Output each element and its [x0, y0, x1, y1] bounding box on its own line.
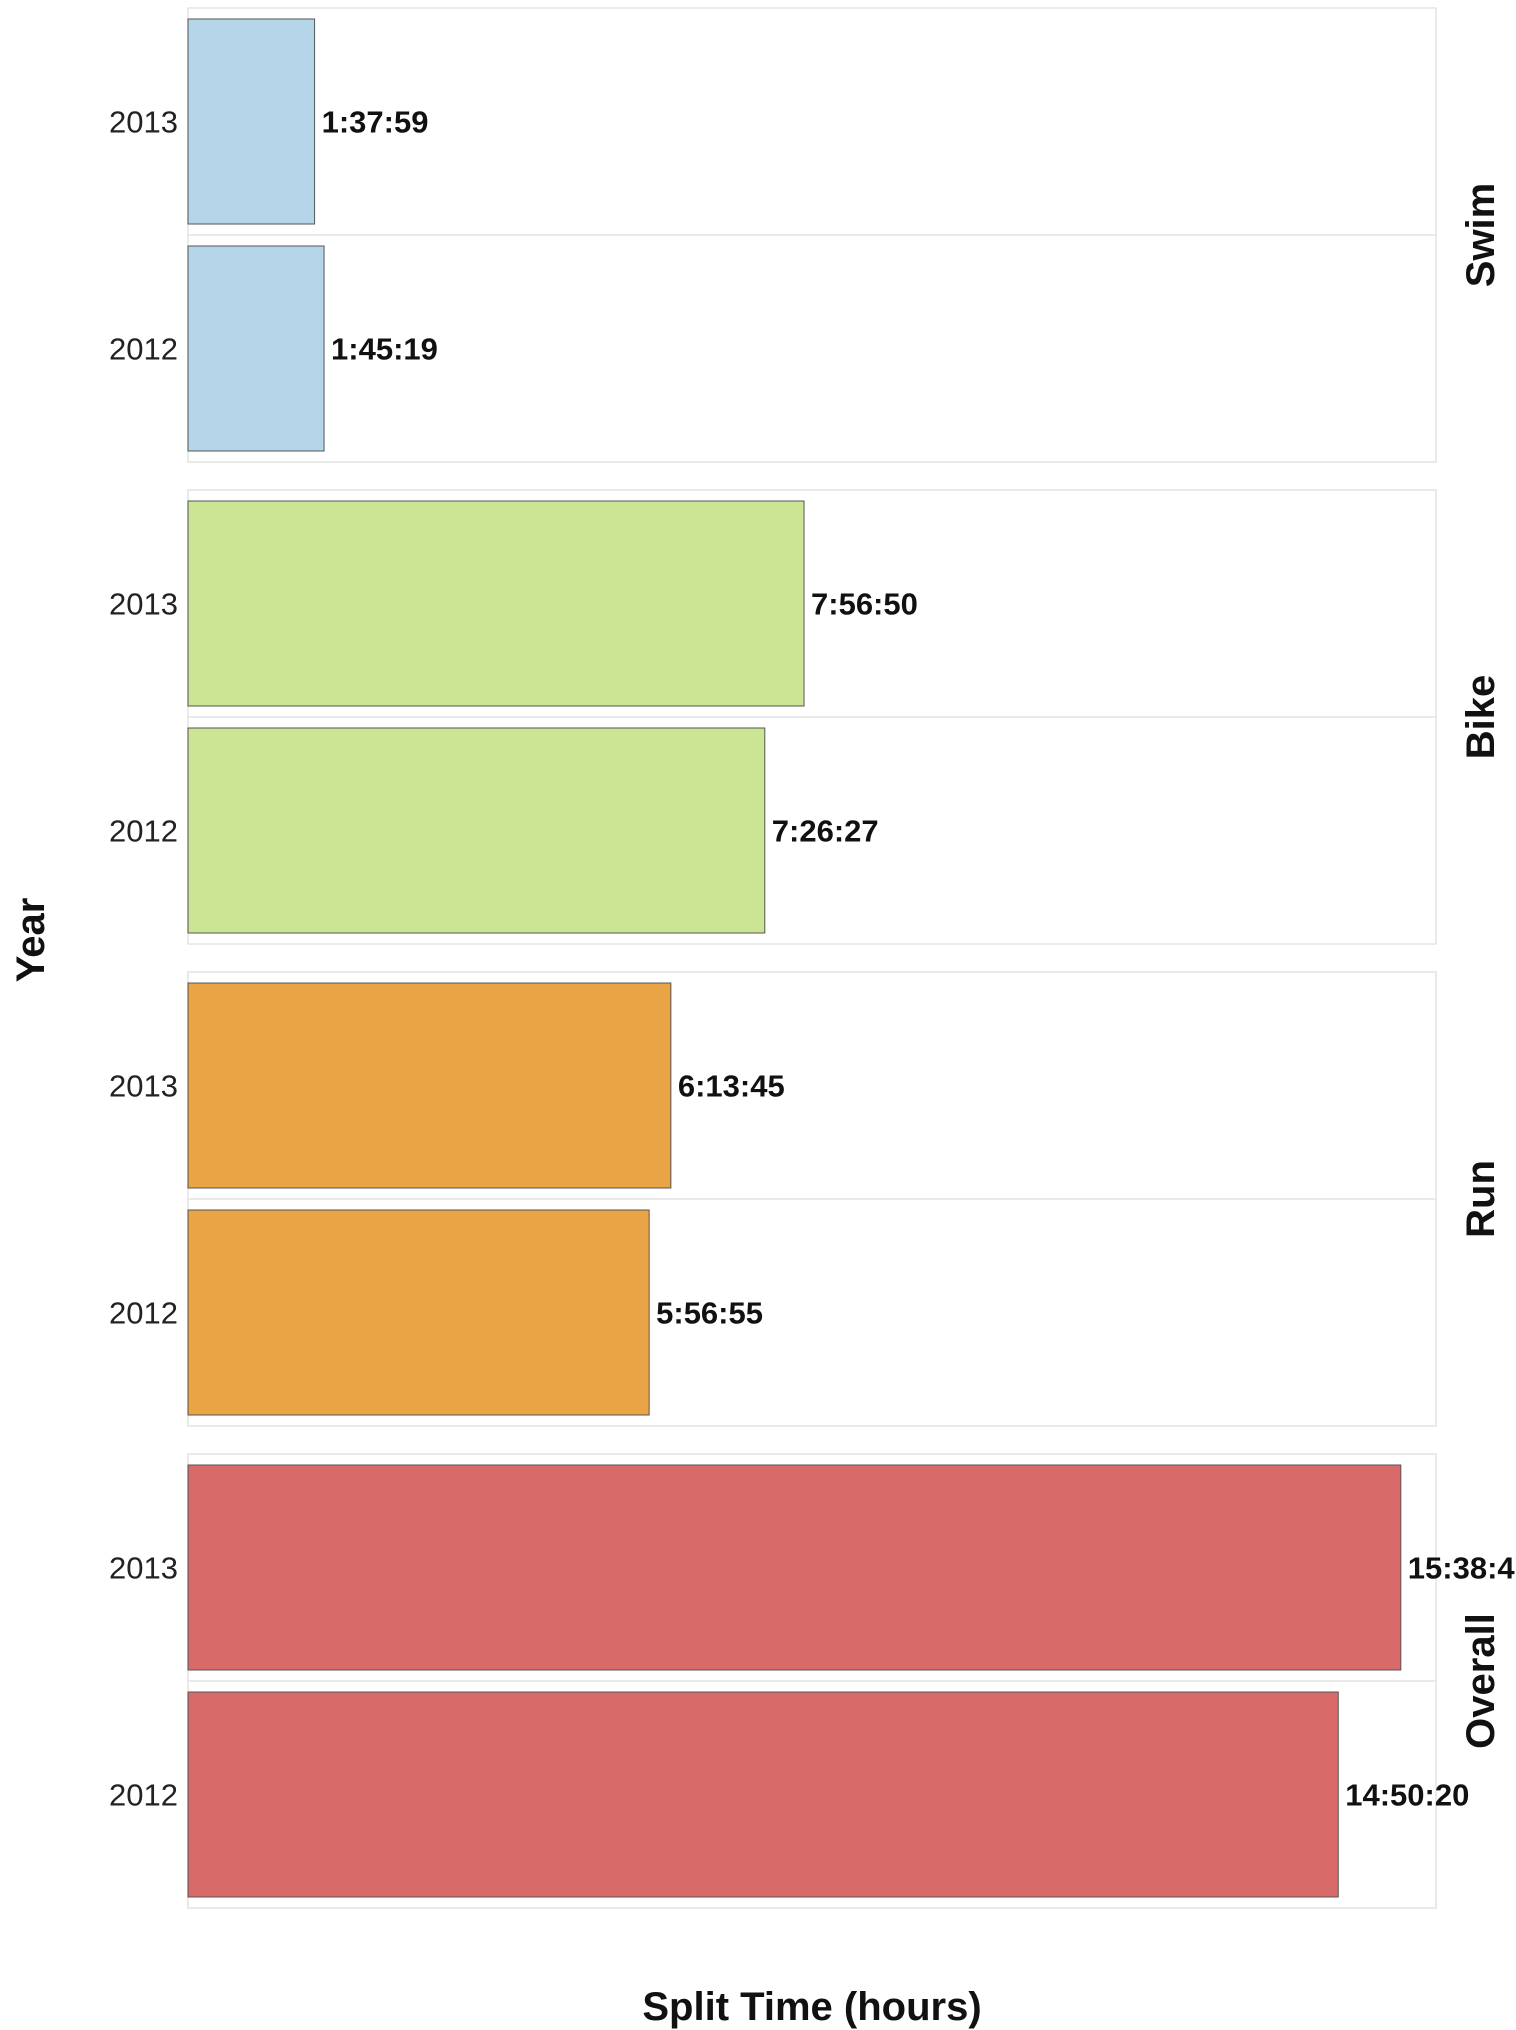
- y-tick-label: 2012: [109, 814, 178, 849]
- facet-panel-bike: 2013 7:56:50 2012 7:26:27 Bike: [109, 489, 1503, 945]
- y-tick-label: 2012: [109, 332, 178, 367]
- facet-label-bike: Bike: [1459, 675, 1503, 760]
- y-tick-label: 2013: [109, 1551, 178, 1586]
- bar-run-2012: [187, 1209, 650, 1416]
- x-axis-title: Split Time (hours): [642, 1985, 981, 2029]
- data-label: 14:50:20: [1345, 1778, 1469, 1813]
- data-label: 1:45:19: [331, 332, 438, 367]
- facet-panel-overall: 2013 15:38:47 2012 14:50:20 Overall: [109, 1453, 1516, 1909]
- facet-label-run: Run: [1459, 1160, 1503, 1238]
- y-axis-title: Year: [9, 898, 53, 983]
- y-tick-label: 2013: [109, 1069, 178, 1104]
- bar-swim-2012: [187, 245, 325, 452]
- facet-panel-run: 2013 6:13:45 2012 5:56:55 Run: [109, 971, 1503, 1427]
- y-tick-label: 2012: [109, 1296, 178, 1331]
- facet-panel-swim: 2013 1:37:59 2012 1:45:19 Swim: [109, 7, 1503, 463]
- y-tick-label: 2013: [109, 587, 178, 622]
- data-label: 6:13:45: [678, 1069, 785, 1104]
- data-label: 7:56:50: [811, 587, 918, 622]
- bar-run-2013: [187, 982, 672, 1189]
- data-label: 15:38:47: [1408, 1551, 1516, 1586]
- bar-bike-2013: [187, 500, 805, 707]
- facet-label-overall: Overall: [1459, 1613, 1503, 1749]
- data-label: 5:56:55: [656, 1296, 763, 1331]
- bar-overall-2012: [187, 1691, 1339, 1898]
- data-label: 7:26:27: [772, 814, 879, 849]
- bar-overall-2013: [187, 1464, 1402, 1671]
- facet-label-swim: Swim: [1459, 183, 1503, 287]
- y-tick-label: 2013: [109, 105, 178, 140]
- bar-swim-2013: [187, 18, 316, 225]
- bar-bike-2012: [187, 727, 766, 934]
- y-tick-label: 2012: [109, 1778, 178, 1813]
- data-label: 1:37:59: [322, 105, 429, 140]
